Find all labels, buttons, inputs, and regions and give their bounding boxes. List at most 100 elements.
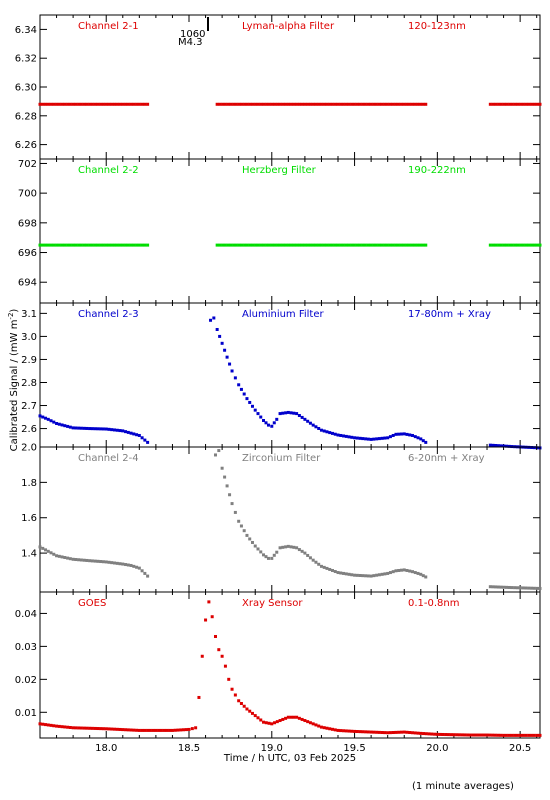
- data-point: [421, 574, 425, 578]
- data-point: [306, 102, 310, 106]
- data-point: [49, 243, 53, 247]
- data-point: [366, 730, 370, 734]
- data-point: [71, 726, 75, 730]
- data-point: [527, 243, 531, 247]
- data-point: [113, 243, 117, 247]
- data-point: [529, 733, 533, 737]
- data-point: [223, 664, 227, 668]
- y-axis-label-sup: -2: [7, 313, 15, 320]
- panel-band-label: 0.1-0.8nm: [408, 598, 460, 609]
- data-point: [55, 724, 59, 728]
- data-point: [303, 243, 307, 247]
- data-point: [90, 726, 94, 730]
- data-point: [74, 243, 78, 247]
- data-point: [491, 443, 495, 447]
- data-point: [341, 102, 345, 106]
- x-tick-label: 19.0: [261, 743, 283, 754]
- data-point: [96, 102, 100, 106]
- data-point: [413, 731, 417, 735]
- data-point: [66, 725, 70, 729]
- data-point: [99, 727, 103, 731]
- data-point: [292, 102, 296, 106]
- data-point: [275, 720, 279, 724]
- data-point: [287, 243, 291, 247]
- data-point: [418, 102, 422, 106]
- data-point: [82, 726, 86, 730]
- data-point: [96, 427, 100, 431]
- data-point: [358, 573, 362, 577]
- y-tick-label: 0.01: [15, 708, 37, 719]
- data-point: [330, 431, 334, 435]
- data-point: [115, 561, 119, 565]
- data-point: [38, 414, 42, 418]
- data-point: [63, 556, 67, 560]
- data-point: [424, 440, 428, 444]
- data-point: [93, 559, 97, 563]
- data-point: [68, 425, 72, 429]
- data-point: [322, 429, 326, 433]
- data-point: [377, 437, 381, 441]
- data-point: [306, 553, 310, 557]
- data-point: [524, 733, 528, 737]
- data-point: [366, 243, 370, 247]
- data-point: [52, 243, 56, 247]
- data-point: [502, 733, 506, 737]
- data-point: [311, 102, 315, 106]
- data-point: [272, 421, 276, 425]
- data-point: [510, 733, 514, 737]
- data-point: [386, 436, 390, 440]
- data-point: [243, 243, 247, 247]
- y-tick-label: 2.0: [21, 443, 37, 454]
- data-point: [237, 699, 241, 703]
- data-point: [233, 510, 237, 514]
- data-point: [491, 585, 495, 589]
- data-point: [135, 565, 139, 569]
- data-point: [239, 702, 243, 706]
- data-point: [253, 408, 257, 412]
- data-point: [289, 411, 293, 415]
- series-points: [38, 316, 542, 450]
- data-point: [248, 243, 252, 247]
- data-point: [502, 243, 506, 247]
- data-point: [452, 733, 456, 737]
- data-point: [107, 102, 111, 106]
- data-point: [532, 446, 536, 450]
- data-point: [121, 728, 125, 732]
- data-point: [79, 243, 83, 247]
- data-point: [101, 427, 105, 431]
- data-point: [419, 572, 423, 576]
- data-point: [330, 568, 334, 572]
- data-point: [230, 369, 234, 373]
- data-point: [297, 243, 301, 247]
- data-point: [88, 559, 92, 563]
- data-point: [328, 727, 332, 731]
- data-point: [494, 585, 498, 589]
- data-point: [278, 719, 282, 723]
- flare-class-label: M4.3: [178, 37, 203, 48]
- panel-frame: [39, 14, 541, 160]
- data-point: [396, 243, 400, 247]
- data-point: [369, 102, 373, 106]
- data-point: [132, 728, 136, 732]
- data-point: [488, 243, 492, 247]
- data-point: [513, 102, 517, 106]
- data-point: [339, 102, 343, 106]
- data-point: [530, 586, 534, 590]
- y-tick-label: 698: [18, 218, 37, 229]
- data-point: [317, 562, 321, 566]
- data-point: [115, 727, 119, 731]
- data-point: [223, 475, 227, 479]
- data-point: [353, 729, 357, 733]
- data-point: [262, 553, 266, 557]
- data-point: [519, 243, 523, 247]
- data-point: [239, 524, 243, 528]
- flare-number-label: 1060: [180, 29, 205, 40]
- data-point: [118, 102, 122, 106]
- data-point: [347, 435, 351, 439]
- data-point: [527, 586, 531, 590]
- data-point: [513, 243, 517, 247]
- data-point: [297, 414, 301, 418]
- data-point: [233, 693, 237, 697]
- data-point: [508, 243, 512, 247]
